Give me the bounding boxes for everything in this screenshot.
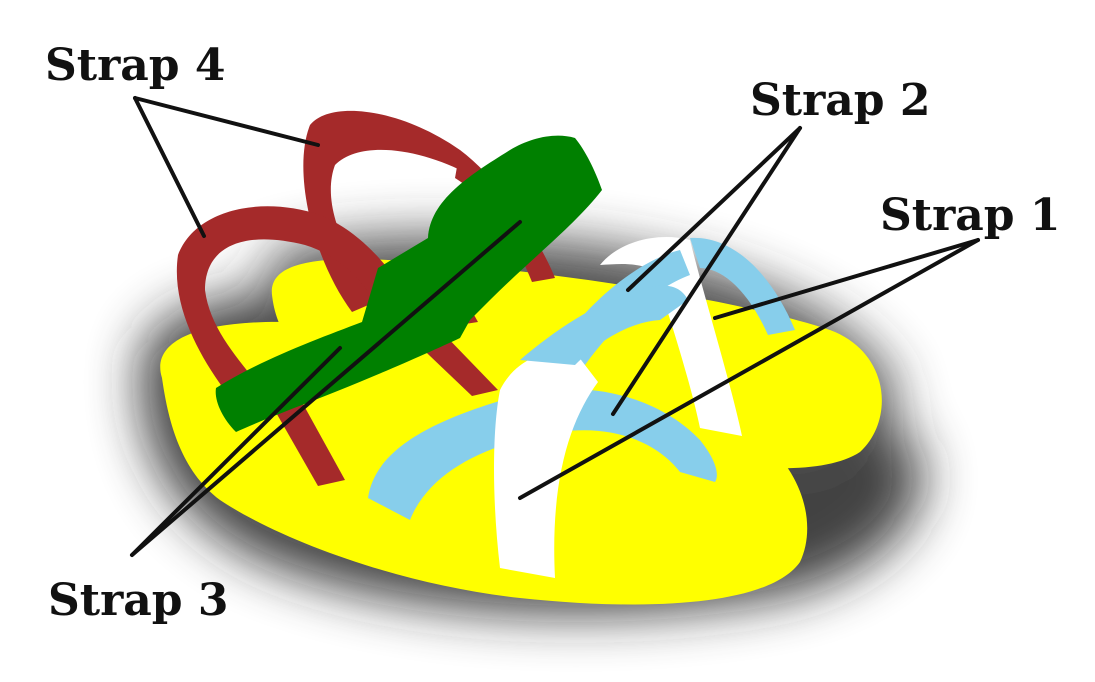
strap-1-back	[600, 237, 742, 436]
strap-2-front-upper	[520, 285, 688, 365]
leader-strap3-b	[130, 220, 522, 557]
leader-strap1-b	[518, 238, 980, 500]
label-strap-3: Strap 3	[48, 575, 229, 626]
strap-2-back	[560, 237, 795, 365]
leader-strap2-b	[611, 126, 802, 416]
strap-2-front	[368, 388, 717, 520]
label-strap-2: Strap 2	[750, 75, 931, 126]
leader-strap4-b	[133, 96, 206, 238]
strap-1-front	[494, 351, 598, 578]
strap-3	[215, 135, 603, 432]
label-strap-1: Strap 1	[880, 190, 1061, 241]
leader-lines	[130, 96, 980, 557]
leader-strap2-a	[626, 126, 802, 292]
label-strap-4: Strap 4	[45, 40, 226, 91]
leader-strap4-a	[133, 96, 320, 147]
leader-strap1-a	[713, 238, 980, 320]
leader-strap3-a	[130, 346, 342, 557]
